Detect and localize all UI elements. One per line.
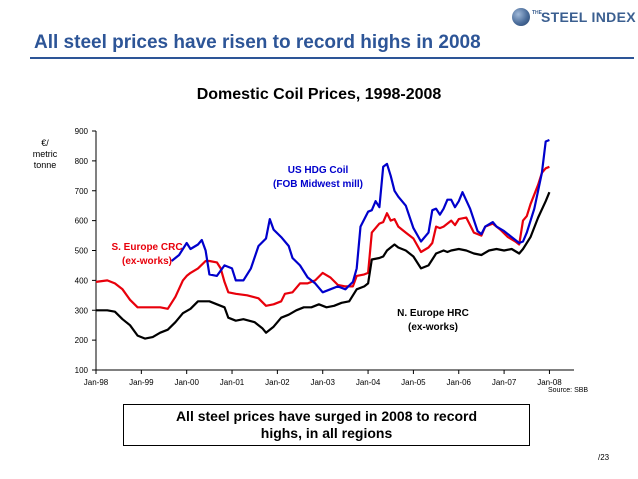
- page-number: /23: [598, 453, 610, 462]
- logo-small-text: THE: [532, 10, 542, 16]
- x-tick-label: Jan-06: [447, 378, 472, 387]
- x-tick-label: Jan-98: [84, 378, 109, 387]
- y-tick-label: 500: [75, 247, 89, 256]
- source-note: Source: SBB: [548, 387, 589, 394]
- y-unit-line: tonne: [33, 160, 57, 170]
- x-tick-label: Jan-01: [220, 378, 245, 387]
- y-tick-label: 200: [75, 336, 89, 345]
- x-tick-label: Jan-99: [129, 378, 154, 387]
- y-tick-label: 700: [75, 187, 89, 196]
- slide-title: All steel prices have risen to record hi…: [34, 32, 481, 53]
- n-europe-hrc-series-label: (ex-works): [408, 322, 458, 333]
- chart-title: Domestic Coil Prices, 1998-2008: [196, 86, 442, 103]
- us-hdg-series-label: (FOB Midwest mill): [273, 179, 363, 190]
- x-tick-label: Jan-08: [537, 378, 562, 387]
- y-axis-unit: €/ metric tonne: [30, 138, 60, 171]
- x-tick-label: Jan-07: [492, 378, 517, 387]
- y-tick-label: 100: [75, 366, 89, 375]
- us-hdg-series-line: [170, 138, 550, 294]
- n-europe-hrc-series-label: N. Europe HRC: [397, 308, 469, 319]
- y-tick-label: 800: [75, 157, 89, 166]
- x-tick-label: Jan-03: [310, 378, 335, 387]
- callout-box: All steel prices have surged in 2008 to …: [123, 404, 530, 446]
- y-tick-label: 900: [75, 127, 89, 136]
- n-europe-hrc-series-line: [96, 191, 551, 340]
- logo-text: STEEL INDEX: [541, 9, 636, 25]
- s-europe-crc-series-label: S. Europe CRC: [111, 242, 182, 253]
- y-unit-line: metric: [32, 149, 58, 159]
- x-tick-label: Jan-05: [401, 378, 426, 387]
- x-tick-label: Jan-04: [356, 378, 381, 387]
- y-tick-label: 300: [75, 306, 89, 315]
- x-tick-label: Jan-00: [174, 378, 199, 387]
- callout-text: All steel prices have surged in 2008 to …: [175, 408, 478, 441]
- y-tick-label: 600: [75, 217, 89, 226]
- globe-icon: [512, 8, 530, 26]
- y-tick-label: 400: [75, 276, 89, 285]
- x-tick-label: Jan-02: [265, 378, 290, 387]
- y-unit-line: €/: [41, 138, 49, 148]
- steel-index-logo: THE STEEL INDEX: [502, 6, 636, 30]
- title-divider: [30, 57, 634, 59]
- us-hdg-series-label: US HDG Coil: [288, 165, 349, 176]
- s-europe-crc-series-label: (ex-works): [122, 256, 172, 267]
